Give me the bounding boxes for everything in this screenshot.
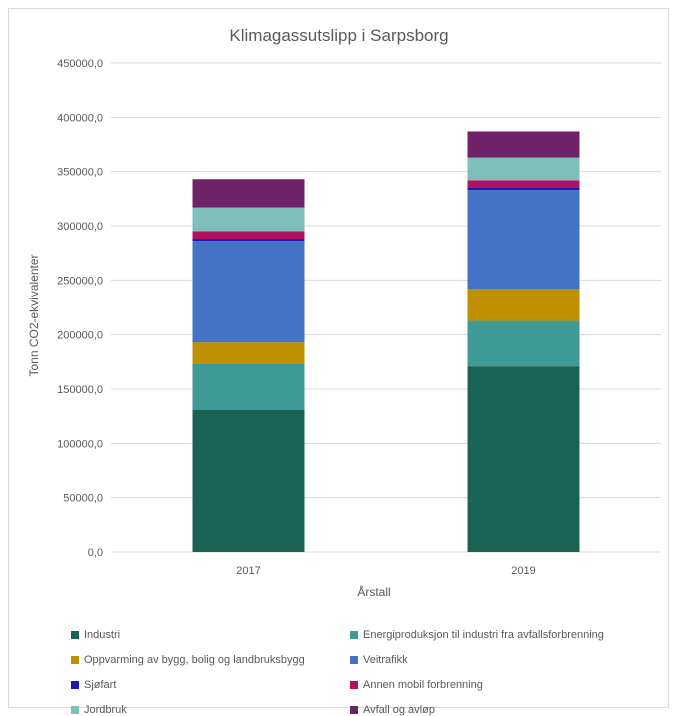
legend-label: Avfall og avløp: [363, 704, 435, 716]
y-tick-label: 450000,0: [57, 58, 103, 70]
bar-segment: [192, 364, 305, 410]
legend-swatch: [71, 656, 79, 664]
chart-title: Klimagassutslipp i Sarpsborg: [229, 26, 448, 45]
y-tick-label: 250000,0: [57, 275, 103, 287]
legend-swatch: [71, 631, 79, 639]
y-tick-label: 50000,0: [63, 493, 103, 505]
y-tick-label: 100000,0: [57, 438, 103, 450]
x-axis-title: Årstall: [357, 584, 390, 599]
legend-swatch: [350, 706, 358, 714]
y-tick-label: 200000,0: [57, 330, 103, 342]
bar-segment: [467, 187, 580, 191]
legend-item: Annen mobil forbrenning: [350, 679, 483, 691]
legend-swatch: [71, 681, 79, 689]
legend-label: Oppvarming av bygg, bolig og landbruksby…: [84, 654, 305, 666]
bar-segment: [467, 190, 580, 290]
legend-item: Avfall og avløp: [350, 704, 435, 716]
bars: [192, 131, 580, 552]
bar-segment: [192, 231, 305, 240]
legend-item: Veitrafikk: [350, 654, 408, 666]
legend-item: Energiproduksjon til industri fra avfall…: [350, 629, 604, 641]
x-axis-ticks: 2017 2019: [236, 565, 535, 577]
y-tick-label: 350000,0: [57, 167, 103, 179]
legend-label: Annen mobil forbrenning: [363, 679, 483, 691]
bar-segment: [467, 289, 580, 321]
legend-swatch: [71, 706, 79, 714]
legend-label: Veitrafikk: [363, 654, 408, 666]
legend-label: Sjøfart: [84, 679, 117, 691]
y-tick-label: 400000,0: [57, 112, 103, 124]
bar-segment: [192, 179, 305, 208]
bar-segment: [467, 180, 580, 188]
chart: Klimagassutslipp i Sarpsborg 0,0 50000,0 1…: [27, 26, 661, 599]
x-tick-label: 2017: [236, 565, 260, 577]
legend-item: Jordbruk: [71, 704, 127, 716]
bar-segment: [192, 241, 305, 343]
bar-segment: [192, 409, 305, 552]
legend-item: Oppvarming av bygg, bolig og landbruksby…: [71, 654, 305, 666]
legend-label: Jordbruk: [84, 704, 127, 716]
legend-swatch: [350, 631, 358, 639]
x-tick-label: 2019: [511, 565, 535, 577]
bar-segment: [467, 157, 580, 181]
y-tick-label: 300000,0: [57, 221, 103, 233]
legend-item: Industri: [71, 629, 120, 641]
y-tick-label: 0,0: [88, 547, 103, 559]
bar-segment: [467, 320, 580, 367]
y-axis-ticks: 0,0 50000,0 100000,0 150000,0 200000,0 250000…: [57, 58, 103, 559]
legend-label: Industri: [84, 629, 121, 641]
legend-item: Sjøfart: [71, 679, 116, 691]
legend-label: Energiproduksjon til industri fra avfall…: [363, 629, 604, 641]
legend-swatch: [350, 656, 358, 664]
bar-segment: [192, 239, 305, 242]
y-tick-label: 150000,0: [57, 384, 103, 396]
y-axis-title: Tonn CO2-ekvivalenter: [27, 254, 41, 376]
bar-segment: [192, 207, 305, 232]
legend-swatch: [350, 681, 358, 689]
bar-segment: [192, 342, 305, 365]
bar-segment: [467, 366, 580, 552]
bar-segment: [467, 131, 580, 158]
chart-frame: Klimagassutslipp i Sarpsborg 0,0 50000,0 1…: [8, 8, 669, 716]
